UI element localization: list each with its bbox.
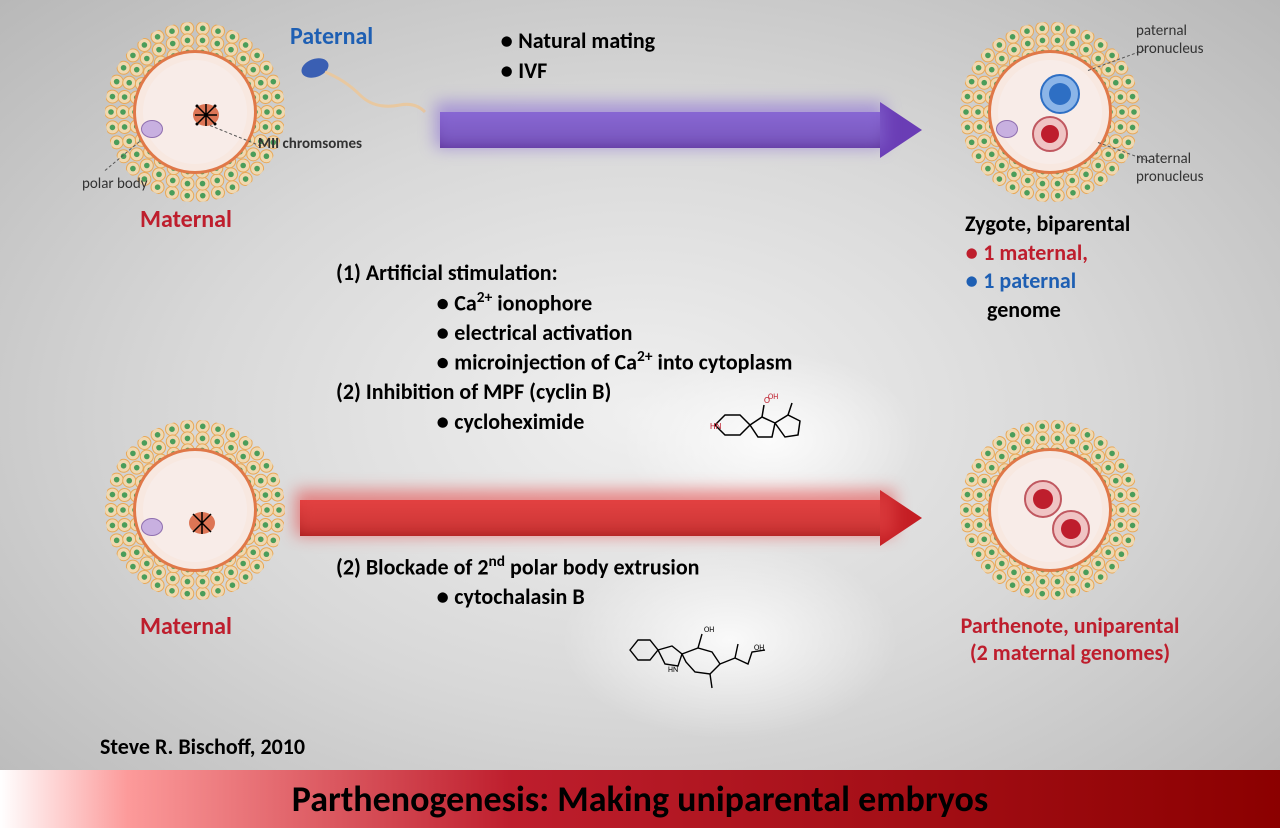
sperm-icon (290, 50, 430, 130)
top-process-text: ● Natural mating ● IVF (500, 26, 655, 85)
slide-container: Paternal polar body MII chromsomes Mater… (0, 0, 1280, 828)
oocyte-bottom-left (105, 420, 285, 600)
zygote-genome-line: genome (965, 296, 1130, 325)
svg-text:OH: OH (754, 643, 764, 653)
maternal-pronucleus-icon (1032, 116, 1068, 152)
mii-chromosomes-icon (191, 100, 221, 130)
polar-body-annotation: polar body (82, 175, 148, 193)
polar-body-icon (141, 120, 163, 138)
mat-pronuc-annotation: maternal pronucleus (1136, 150, 1204, 186)
step1-title: (1) Artificial stimulation: (336, 258, 792, 288)
purple-arrow (440, 102, 922, 158)
polar-body-icon (141, 518, 163, 536)
polar-body-icon (996, 120, 1018, 138)
title-text: Parthenogenesis: Making uniparental embr… (292, 777, 988, 821)
step2b-title: (2) Blockade of 2nd polar body extrusion (336, 552, 699, 582)
zygote-title: Zygote, biparental (965, 210, 1130, 239)
bullet-ivf: ● IVF (500, 56, 655, 86)
step1-b1: ● Ca2+ ionophore (436, 288, 792, 318)
svg-text:HN: HN (710, 421, 722, 432)
svg-text:OH: OH (768, 392, 778, 402)
svg-text:HN: HN (668, 665, 678, 675)
zygote-paternal-line: ● 1 paternal (965, 267, 1130, 296)
mii-chromosomes-icon (187, 508, 217, 538)
zygote-result: Zygote, biparental ● 1 maternal, ● 1 pat… (965, 210, 1130, 324)
pat-pronuc-annotation: paternal pronucleus (1136, 22, 1204, 58)
maternal-label-bottom: Maternal (140, 612, 232, 641)
step1-b2: ● electrical activation (436, 318, 792, 348)
svg-text:OH: OH (704, 625, 714, 635)
step1-b3: ● microinjection of Ca2+ into cytoplasm (436, 347, 792, 377)
maternal-pronucleus-2 (1052, 510, 1090, 548)
paternal-label: Paternal (290, 22, 373, 51)
mii-annotation: MII chromsomes (258, 135, 362, 153)
attribution: Steve R. Bischoff, 2010 (100, 733, 305, 760)
maternal-label-top: Maternal (140, 205, 232, 234)
title-bar: Parthenogenesis: Making uniparental embr… (0, 770, 1280, 828)
paternal-pronucleus-icon (1040, 74, 1080, 114)
bullet-natural-mating: ● Natural mating (500, 26, 655, 56)
zygote-cell (960, 22, 1140, 202)
cycloheximide-molecule-icon: HN O OH (700, 385, 820, 455)
parthenote-line2: (2 maternal genomes) (930, 639, 1210, 666)
parthenote-line1: Parthenote, uniparental (930, 612, 1210, 639)
cytochalasin-molecule-icon: HN OH OH (610, 600, 780, 700)
maternal-pronucleus-1 (1024, 480, 1062, 518)
parthenote-cell (960, 420, 1140, 600)
zygote-maternal-line: ● 1 maternal, (965, 239, 1130, 268)
red-arrow (300, 490, 922, 546)
parthenote-result: Parthenote, uniparental (2 maternal geno… (930, 612, 1210, 666)
